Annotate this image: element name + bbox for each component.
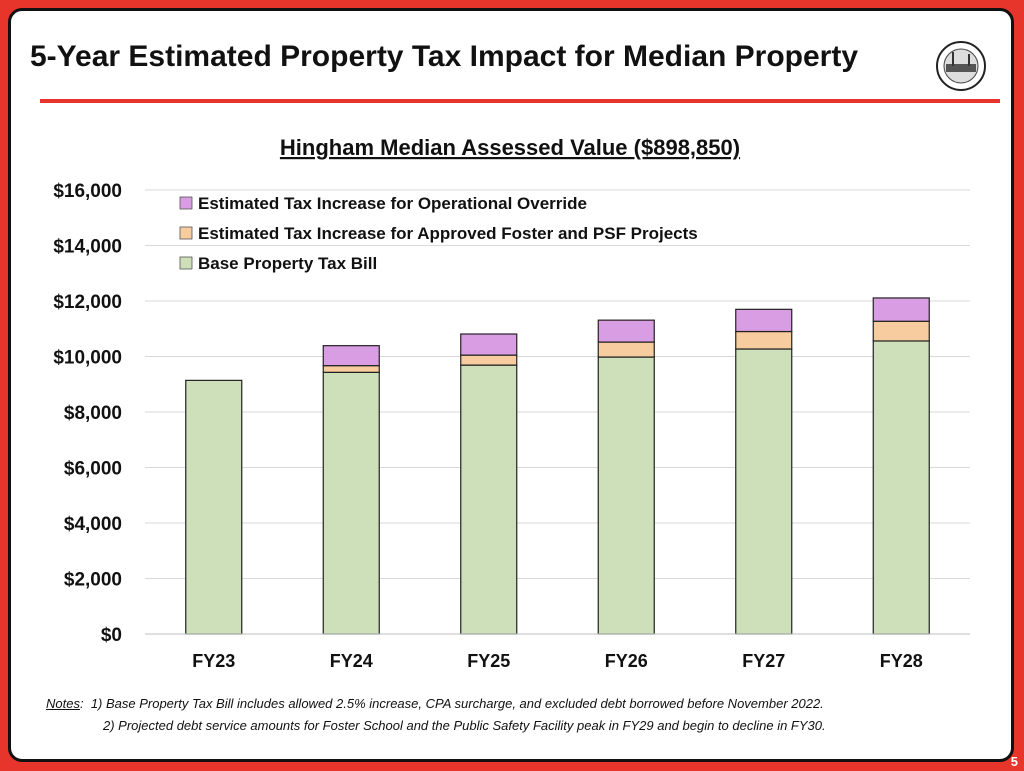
bar-segment [322, 345, 380, 367]
legend-swatch [179, 226, 193, 240]
bar-segment [872, 340, 930, 635]
y-tick-label: $4,000 [64, 514, 122, 535]
y-tick-label: $14,000 [53, 237, 122, 258]
bar-segment [872, 297, 930, 322]
bar-segment [735, 348, 793, 635]
bar-segment [597, 341, 655, 358]
page-number: 5 [1010, 754, 1018, 769]
y-tick-label: $6,000 [64, 459, 122, 480]
legend-swatch [179, 256, 193, 270]
slide-title: 5-Year Estimated Property Tax Impact for… [30, 40, 859, 73]
bar-segment [460, 364, 518, 635]
x-tick-label: FY28 [880, 651, 923, 671]
bar-segment [597, 356, 655, 635]
bar-segment [185, 379, 243, 635]
note-1: 1) Base Property Tax Bill includes allow… [90, 696, 824, 711]
bar-segment [872, 320, 930, 342]
x-tick-label: FY24 [330, 651, 373, 671]
bar-segment [735, 330, 793, 350]
y-tick-label: $10,000 [53, 348, 122, 369]
legend-label: Estimated Tax Increase for Operational O… [198, 194, 587, 213]
legend-label: Base Property Tax Bill [198, 254, 377, 273]
town-seal-logo [936, 41, 986, 91]
y-tick-label: $2,000 [64, 570, 122, 591]
bar-segment [322, 371, 380, 635]
legend-swatch [179, 196, 193, 210]
notes: Notes: 1) Base Property Tax Bill include… [46, 696, 826, 733]
bar-segment [597, 319, 655, 343]
bar-segment [322, 365, 380, 373]
chart-title: Hingham Median Assessed Value ($898,850) [280, 135, 740, 160]
bar-segment [460, 354, 518, 366]
bar-segment [460, 333, 518, 356]
y-tick-label: $12,000 [53, 292, 122, 313]
y-tick-label: $8,000 [64, 403, 122, 424]
y-tick-label: $16,000 [53, 181, 122, 202]
legend-label: Estimated Tax Increase for Approved Fost… [198, 224, 698, 243]
note-2: 2) Projected debt service amounts for Fo… [103, 718, 826, 733]
y-tick-label: $0 [101, 625, 122, 646]
bar-segment [735, 308, 793, 333]
notes-label: Notes [46, 696, 80, 711]
x-tick-label: FY25 [467, 651, 510, 671]
x-tick-label: FY27 [742, 651, 785, 671]
x-tick-label: FY23 [192, 651, 235, 671]
title-divider [40, 99, 1000, 103]
x-tick-label: FY26 [605, 651, 648, 671]
